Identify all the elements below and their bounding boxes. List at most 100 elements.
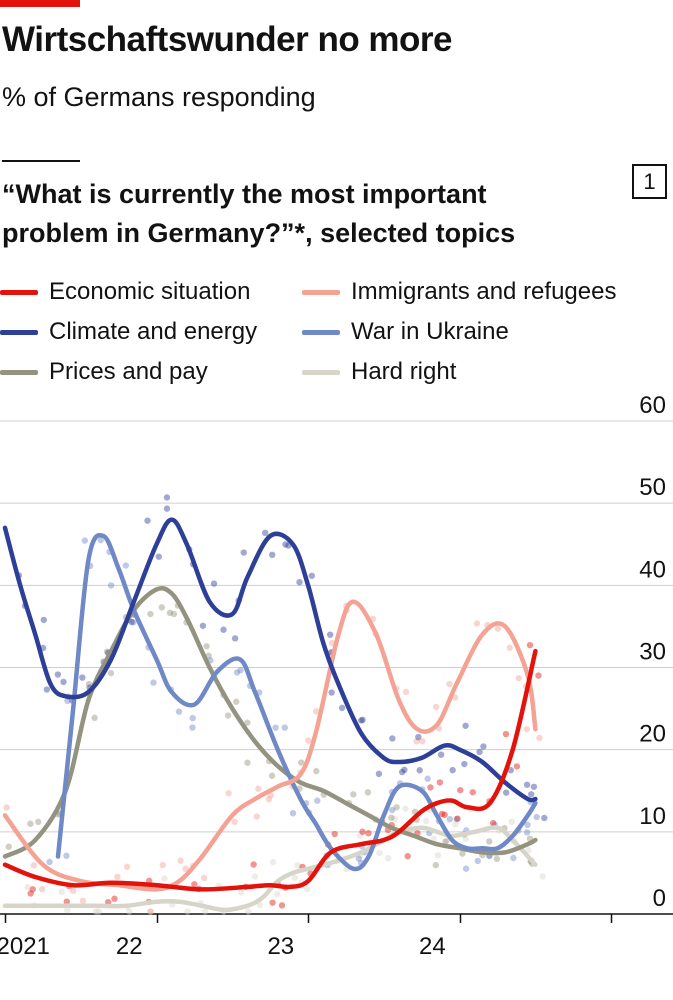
legend-swatch-ukraine — [302, 329, 340, 335]
x-tick-label: 2021 — [0, 933, 50, 960]
data-point-ukraine — [122, 562, 130, 569]
data-point-prices — [486, 838, 493, 845]
data-point-prices — [298, 759, 305, 766]
data-point-climate — [358, 717, 365, 724]
data-point-climate — [240, 549, 247, 556]
legend-item-hardright: Hard right — [302, 352, 456, 392]
data-point-prices — [5, 843, 12, 850]
data-point-prices — [268, 772, 276, 779]
data-point-immigrants — [147, 908, 154, 915]
data-point-prices — [170, 610, 178, 618]
data-point-climate — [507, 766, 514, 774]
data-point-climate — [144, 517, 151, 524]
data-point-ukraine — [46, 858, 53, 866]
data-point-hardright — [274, 890, 281, 898]
data-point-hardright — [423, 817, 430, 825]
data-point-ukraine — [130, 619, 137, 626]
data-point-economic — [191, 881, 198, 888]
data-point-climate — [502, 789, 510, 796]
data-point-prices — [147, 610, 154, 618]
data-point-immigrants — [265, 795, 273, 803]
data-point-economic — [513, 763, 521, 770]
data-point-prices — [35, 818, 42, 826]
data-point-immigrants — [225, 790, 232, 797]
data-point-hardright — [256, 901, 264, 909]
data-point-economic — [438, 810, 446, 818]
legend-label: War in Ukraine — [351, 318, 509, 345]
data-point-climate — [262, 529, 269, 537]
data-point-climate — [163, 494, 171, 501]
data-point-hardright — [376, 849, 383, 857]
data-point-hardright — [303, 885, 311, 893]
data-point-climate — [528, 791, 535, 798]
data-point-ukraine — [272, 724, 279, 731]
data-point-climate — [437, 751, 445, 758]
data-point-immigrants — [413, 738, 420, 745]
data-point-ukraine — [189, 724, 196, 731]
data-point-immigrants — [536, 734, 543, 742]
panel-title: “What is currently the most important pr… — [2, 175, 602, 253]
data-point-ukraine — [289, 810, 297, 817]
data-point-immigrants — [200, 874, 208, 882]
data-point-immigrants — [79, 897, 87, 905]
data-point-climate — [163, 505, 171, 512]
y-tick-label: 50 — [639, 474, 666, 501]
data-point-economic — [278, 902, 286, 909]
legend-item-ukraine: War in Ukraine — [302, 312, 509, 352]
data-point-prices — [107, 669, 115, 677]
data-point-hardright — [58, 888, 65, 896]
data-point-hardright — [385, 855, 392, 862]
data-point-ukraine — [233, 669, 241, 676]
data-point-prices — [91, 714, 98, 722]
data-point-climate — [461, 760, 468, 768]
x-tick-label: 24 — [419, 933, 446, 960]
data-point-hardright — [291, 874, 298, 881]
data-point-immigrants — [123, 863, 131, 870]
panel-title-line-1: “What is currently the most important — [2, 179, 487, 209]
data-point-hardright — [201, 908, 209, 915]
data-point-hardright — [126, 908, 133, 915]
brand-bar — [0, 0, 80, 7]
data-point-climate — [338, 704, 346, 712]
data-point-hardright — [237, 889, 245, 896]
data-point-prices — [224, 712, 232, 719]
data-point-climate — [523, 781, 531, 788]
panel-number-badge: 1 — [632, 164, 667, 199]
data-point-ukraine — [424, 775, 431, 782]
data-point-hardright — [356, 832, 364, 839]
data-point-hardright — [539, 873, 546, 880]
data-point-ukraine — [175, 708, 183, 715]
data-point-hardright — [269, 858, 277, 866]
data-point-hardright — [184, 908, 191, 915]
data-point-economic — [457, 786, 464, 794]
data-point-climate — [210, 580, 218, 587]
data-point-immigrants — [182, 865, 189, 872]
data-point-climate — [269, 551, 276, 559]
data-point-prices — [85, 680, 93, 688]
data-point-economic — [469, 789, 476, 796]
legend-swatch-immigrants — [302, 289, 340, 295]
data-point-hardright — [92, 908, 100, 915]
data-point-immigrants — [30, 862, 37, 869]
data-point-hardright — [245, 908, 252, 915]
data-point-hardright — [161, 875, 168, 882]
data-point-ukraine — [189, 714, 196, 722]
data-point-prices — [459, 850, 466, 857]
data-point-hardright — [24, 883, 31, 891]
chart-subtitle: % of Germans responding — [2, 82, 316, 112]
data-point-hardright — [294, 862, 301, 869]
data-point-prices — [393, 804, 400, 811]
panel-rule — [2, 160, 80, 162]
data-point-ukraine — [523, 829, 531, 836]
data-point-climate — [199, 622, 207, 629]
series-line-economic — [2, 648, 538, 892]
data-point-hardright — [508, 818, 516, 825]
data-point-climate — [296, 578, 303, 586]
data-point-prices — [364, 789, 372, 796]
y-tick-label: 60 — [639, 392, 666, 419]
data-point-hardright — [147, 908, 154, 915]
data-point-economic — [27, 890, 34, 897]
data-point-ukraine — [533, 813, 540, 821]
legend-swatch-climate — [0, 329, 38, 335]
